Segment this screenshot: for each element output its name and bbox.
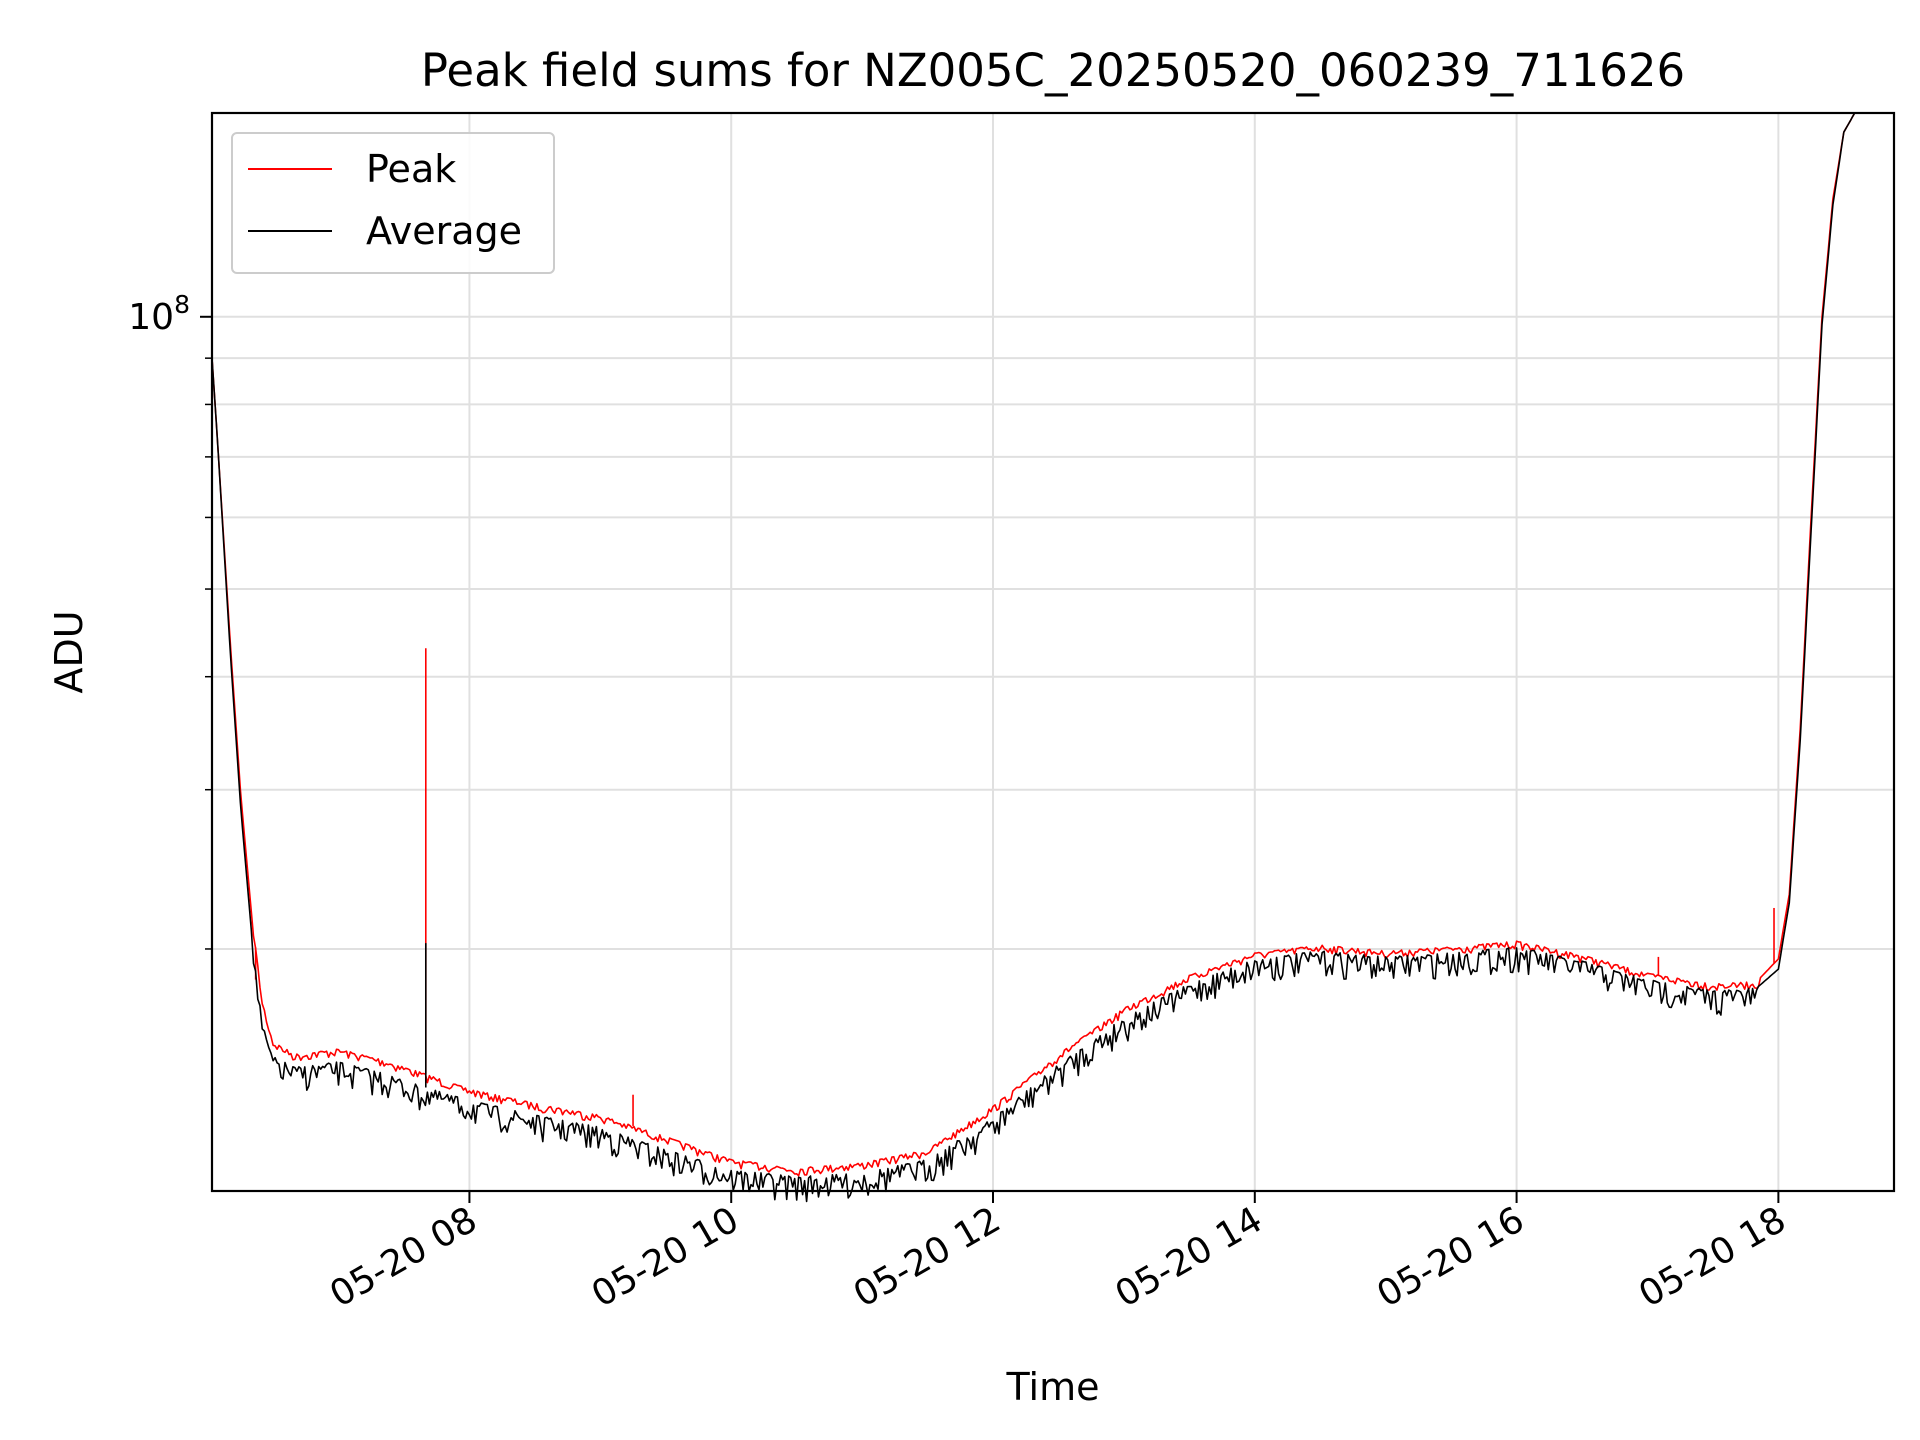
- y-tick-label: 108: [128, 290, 190, 338]
- legend-label-peak: Peak: [366, 147, 456, 191]
- y-axis-label: ADU: [47, 610, 91, 693]
- series-line-average: [211, 112, 1894, 1203]
- legend-label-average: Average: [366, 209, 522, 253]
- chart-title: Peak field sums for NZ005C_20250520_0602…: [421, 44, 1685, 97]
- axes-frame: [210, 111, 1896, 1193]
- gridlines: [212, 113, 1894, 1191]
- x-axis-label: Time: [1006, 1365, 1100, 1409]
- series-average: [211, 112, 1894, 1203]
- series-line-peak: [211, 112, 1894, 1177]
- legend: Peak Average: [231, 132, 555, 274]
